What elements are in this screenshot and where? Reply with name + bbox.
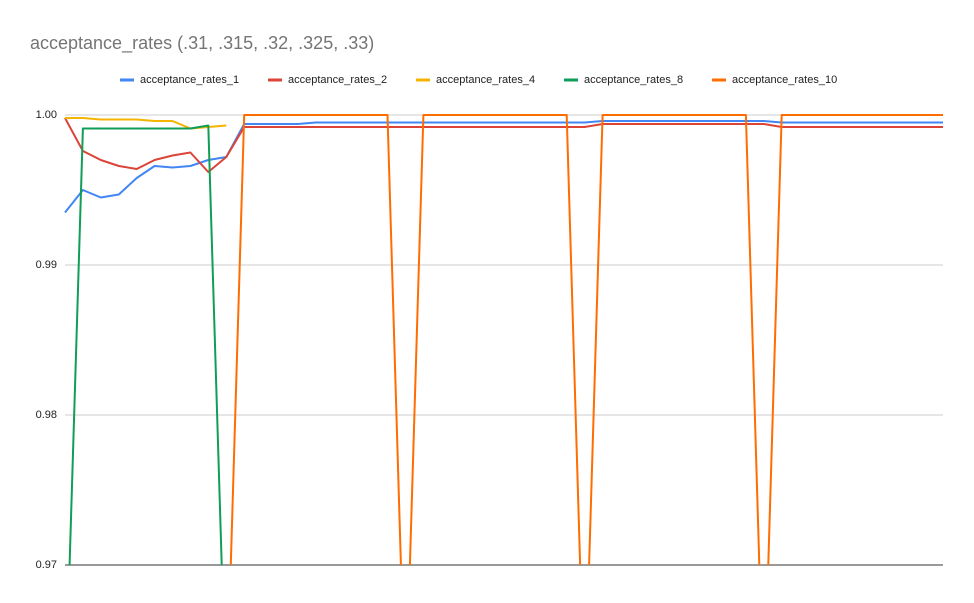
y-tick-label: 0.99 <box>36 259 57 271</box>
series-line <box>64 120 943 214</box>
chart-title: acceptance_rates (.31, .315, .32, .325, … <box>30 33 374 54</box>
legend-label: acceptance_rates_1 <box>140 74 239 86</box>
legend-label: acceptance_rates_2 <box>288 74 387 86</box>
plot-area <box>64 114 943 565</box>
y-tick-label: 0.98 <box>36 409 57 421</box>
legend-label: acceptance_rates_4 <box>436 74 535 86</box>
legend-label: acceptance_rates_8 <box>584 74 683 86</box>
series-line <box>229 114 943 565</box>
series-line <box>64 117 943 173</box>
legend-label: acceptance_rates_10 <box>732 74 837 86</box>
legend: acceptance_rates_1 acceptance_rates_2 acce… <box>120 74 837 86</box>
series-line <box>68 124 223 565</box>
y-tick-label: 1.00 <box>36 109 57 121</box>
grid: 0.97 0.98 0.99 1.00 <box>36 109 943 571</box>
y-tick-label: 0.97 <box>36 559 57 571</box>
